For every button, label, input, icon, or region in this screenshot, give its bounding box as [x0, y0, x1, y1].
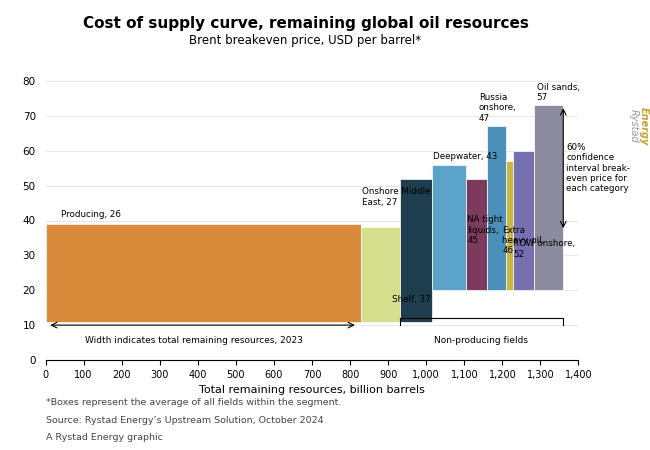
Text: Non-producing fields: Non-producing fields [434, 336, 528, 345]
Text: Producing, 26: Producing, 26 [60, 210, 121, 219]
Bar [361, 227, 400, 322]
Bar [534, 105, 562, 290]
Text: 60%
confidence
interval break-
even price for
each category: 60% confidence interval break- even pric… [566, 143, 630, 194]
Text: Oil sands,
57: Oil sands, 57 [537, 82, 580, 102]
Text: Cost of supply curve, remaining global oil resources: Cost of supply curve, remaining global o… [83, 16, 528, 31]
Text: Deepwater, 43: Deepwater, 43 [433, 152, 497, 161]
Bar [466, 179, 487, 290]
Text: Extra
heavy oil,
46: Extra heavy oil, 46 [502, 225, 545, 256]
Bar [513, 151, 534, 290]
Bar [506, 161, 513, 290]
Bar [432, 165, 466, 290]
Text: Energy: Energy [638, 107, 649, 145]
Bar [487, 126, 506, 290]
X-axis label: Total remaining resources, billion barrels: Total remaining resources, billion barre… [199, 385, 425, 395]
Text: Russia
onshore,
47: Russia onshore, 47 [479, 93, 517, 123]
Text: Source: Rystad Energy’s Upstream Solution, October 2024: Source: Rystad Energy’s Upstream Solutio… [46, 416, 323, 425]
Text: Rystad: Rystad [629, 109, 639, 143]
Text: A Rystad Energy graphic: A Rystad Energy graphic [46, 433, 162, 442]
Text: NA tight
liquids,
45: NA tight liquids, 45 [467, 215, 503, 245]
Bar [400, 179, 432, 322]
Text: Brent breakeven price, USD per barrel*: Brent breakeven price, USD per barrel* [189, 34, 422, 47]
Text: Onshore Middle
East, 27: Onshore Middle East, 27 [362, 187, 431, 207]
Text: Width indicates total remaining resources, 2023: Width indicates total remaining resource… [85, 336, 303, 345]
Bar [46, 224, 361, 322]
Text: Shelf, 37: Shelf, 37 [392, 295, 431, 304]
Text: *Boxes represent the average of all fields within the segment.: *Boxes represent the average of all fiel… [46, 398, 341, 407]
Text: ROW onshore,
52: ROW onshore, 52 [513, 239, 575, 259]
